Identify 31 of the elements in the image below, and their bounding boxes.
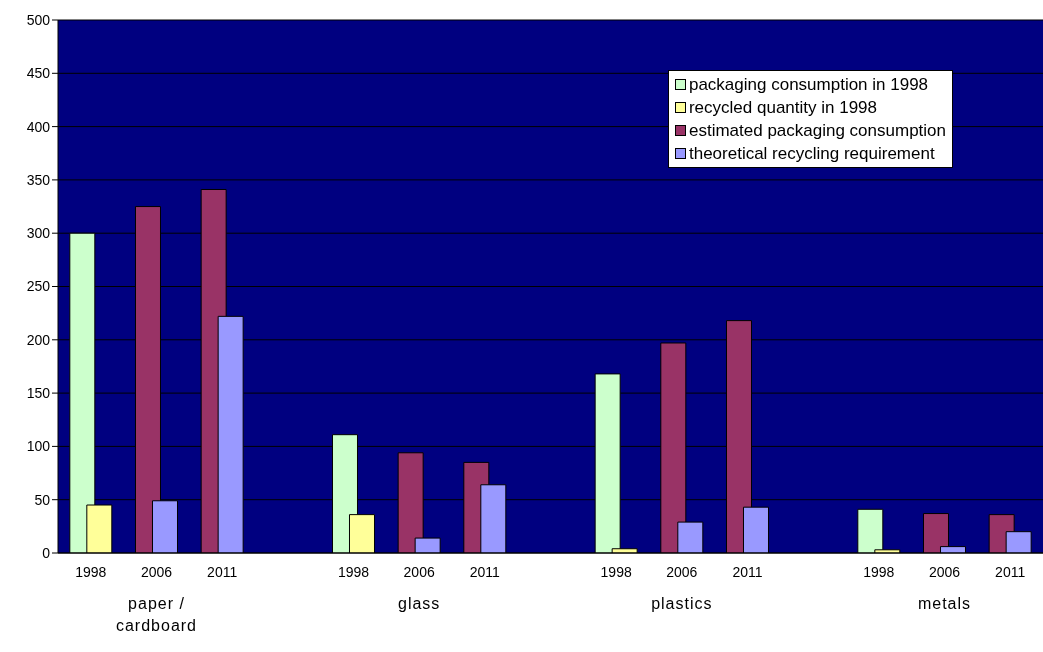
x-tick-label: 1998 [600,564,632,580]
y-tick-label: 200 [26,331,51,348]
legend-label: estimated packaging consumption [688,120,946,142]
y-tick-label: 500 [26,11,51,28]
text: plastics [651,595,713,612]
y-tick-label: 50 [34,491,51,508]
text: paper / cardboard [115,595,198,634]
x-tick-label: 2006 [928,564,961,580]
x-tick-label: 2011 [469,564,501,580]
legend-label: packaging consumption in 1998 [688,74,929,96]
y-tick-label: 400 [26,118,51,135]
x-tick-label: 2006 [666,564,698,580]
x-tick-label: 1998 [863,564,895,580]
y-tick-label: 150 [26,385,51,402]
x-tick-label: 2006 [140,564,173,580]
y-tick-label: 0 [42,544,51,561]
x-tick-label: 2011 [207,564,238,580]
y-tick-label: 450 [26,65,51,82]
x-tick-label: 1998 [75,564,107,580]
x-tick-label: 2006 [403,564,435,580]
legend-label: recycled quantity in 1998 [688,97,878,119]
text: metals [917,595,972,612]
x-tick-label: 2011 [995,564,1026,580]
legend-label: theoretical recycling requirement [688,143,935,165]
x-tick-label: 1998 [337,564,370,580]
text: glass [397,595,441,612]
y-tick-label: 300 [26,225,51,242]
y-tick-label: 350 [26,171,51,188]
y-tick-label: 250 [26,278,51,295]
x-tick-label: 2011 [732,564,763,580]
y-tick-label: 100 [26,438,51,455]
